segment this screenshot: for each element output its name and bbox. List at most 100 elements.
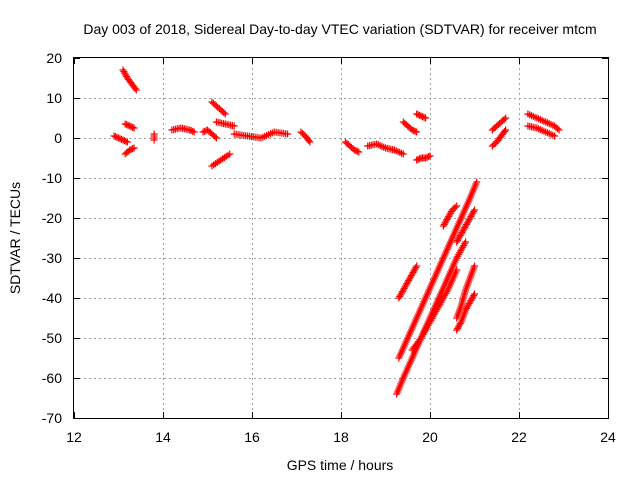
data-point-marker (423, 153, 431, 161)
data-point-marker (230, 122, 238, 130)
data-point-marker (127, 145, 135, 153)
series-track-23 (453, 206, 478, 246)
series-track-11 (230, 128, 292, 142)
y-tick-label: -50 (42, 330, 62, 346)
data-point-marker (130, 144, 138, 152)
data-point-marker (408, 126, 416, 134)
x-tick-label: 22 (511, 429, 527, 445)
data-point-marker (120, 137, 128, 145)
data-point-marker (414, 111, 422, 119)
data-point-marker (187, 127, 195, 135)
x-tick-label: 18 (333, 429, 349, 445)
data-point-marker (422, 154, 430, 162)
series-track-20 (395, 178, 481, 362)
data-point-marker (462, 238, 470, 246)
data-point-marker (412, 264, 420, 272)
data-point-marker (502, 126, 510, 134)
data-point-marker (121, 120, 129, 128)
data-point-marker (129, 123, 137, 131)
data-point-marker (422, 114, 430, 122)
series-track-16 (413, 110, 430, 122)
series-track-04 (121, 144, 138, 158)
series-track-24 (453, 262, 478, 322)
data-marks (110, 66, 563, 398)
x-tick-labels: 12 14 16 18 20 22 24 (66, 429, 616, 445)
y-tick-labels: 20 10 0 -10 -20 -30 -40 -50 -60 -70 (42, 50, 62, 426)
data-point-marker (554, 125, 562, 133)
data-point-marker (189, 127, 197, 135)
data-point-marker (306, 138, 314, 146)
x-tick-label: 14 (155, 429, 171, 445)
series-track-08 (208, 98, 229, 118)
data-point-marker (417, 112, 425, 120)
data-point-marker (126, 146, 134, 154)
y-tick-label: -20 (42, 210, 62, 226)
data-point-marker (113, 133, 121, 141)
series-track-09 (212, 118, 238, 130)
x-tick-label: 16 (244, 429, 260, 445)
data-point-marker (190, 128, 198, 136)
data-point-marker (119, 136, 127, 144)
plot-frame (73, 57, 609, 419)
series-track-07 (199, 126, 220, 142)
data-point-marker (211, 133, 219, 141)
series-track-18 (395, 262, 421, 302)
data-point-marker (284, 130, 292, 138)
data-point-marker (352, 147, 360, 155)
data-point-marker (212, 134, 220, 142)
series-track-03 (121, 120, 138, 132)
series-track-28 (524, 110, 563, 134)
data-point-marker (471, 290, 478, 298)
data-point-marker (414, 155, 422, 163)
data-point-marker (425, 153, 433, 161)
data-point-marker (416, 155, 424, 163)
data-point-marker (131, 85, 139, 92)
data-point-marker (470, 292, 478, 300)
series-track-14 (364, 140, 407, 158)
series-track-17 (413, 152, 434, 164)
data-point-marker (470, 208, 478, 216)
data-point-marker (416, 111, 424, 119)
series-track-26 (488, 114, 510, 134)
x-tick-label: 12 (66, 429, 82, 445)
data-point-marker (453, 202, 461, 210)
data-point-marker (399, 150, 407, 158)
data-point-marker (115, 134, 122, 142)
data-point-marker (551, 132, 559, 140)
data-point-marker (129, 145, 137, 153)
data-point-marker (413, 128, 421, 136)
y-tick-label: -30 (42, 250, 62, 266)
x-axis-label: GPS time / hours (287, 457, 394, 473)
series-track-13 (341, 138, 363, 156)
data-point-marker (126, 122, 134, 130)
data-point-marker (116, 135, 124, 143)
y-tick-label: 0 (54, 130, 62, 146)
data-point-marker (355, 148, 363, 156)
data-point-marker (202, 127, 210, 135)
data-point-marker (410, 127, 418, 135)
series-track-05 (150, 130, 158, 144)
data-point-marker (420, 113, 428, 121)
y-tick-label: -70 (42, 410, 62, 426)
data-point-marker (186, 126, 194, 134)
series-track-06 (168, 124, 198, 136)
data-point-marker (221, 110, 229, 118)
data-point-marker (471, 262, 478, 270)
data-point-marker (413, 262, 421, 270)
data-point-marker (501, 128, 509, 135)
data-point-marker (124, 121, 132, 129)
data-point-marker (117, 135, 125, 143)
y-tick-label: -40 (42, 290, 62, 306)
data-point-marker (502, 114, 510, 122)
series-track-27 (488, 126, 510, 150)
series-track-01 (110, 132, 131, 146)
series-track-25 (453, 290, 478, 334)
axis-ticks (74, 58, 609, 419)
y-tick-label: 10 (46, 90, 62, 106)
grid-lines (74, 58, 608, 418)
data-point-marker (127, 123, 135, 131)
data-point-marker (353, 147, 361, 155)
chart-title: Day 003 of 2018, Sidereal Day-to-day VTE… (83, 21, 596, 37)
series-track-12 (297, 128, 314, 146)
